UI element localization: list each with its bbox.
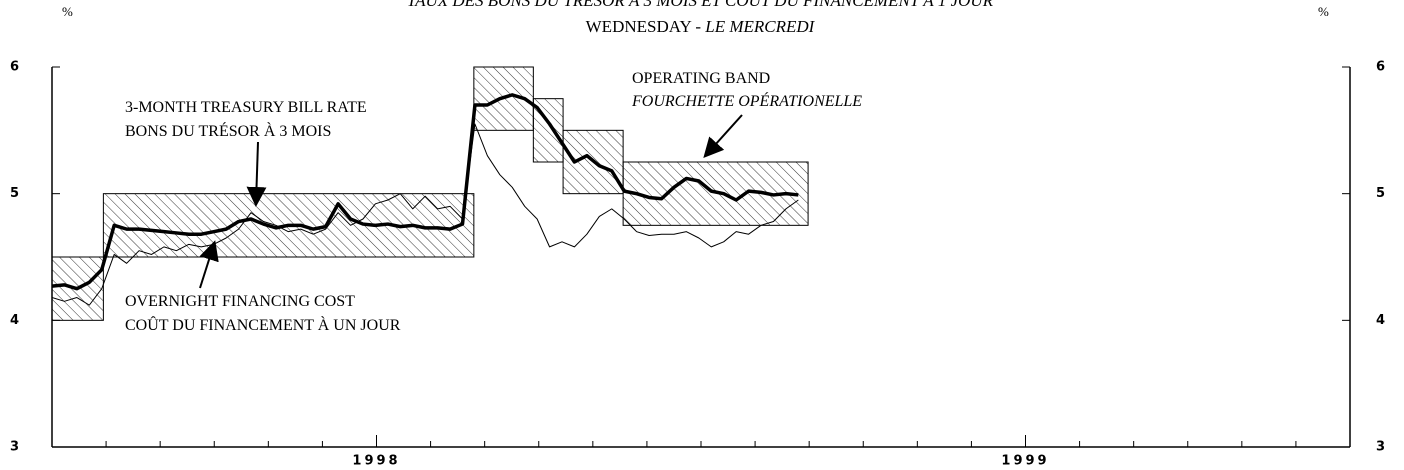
y-tick-label-right: 5 [1376, 186, 1388, 201]
y-tick-label: 5 [10, 186, 22, 201]
y-unit-right: % [1318, 4, 1329, 19]
subtitle-fr: LE MERCREDI [704, 17, 815, 36]
annotation: OPERATING BAND [632, 70, 770, 87]
annotation: BONS DU TRÉSOR À 3 MOIS [125, 121, 331, 140]
y-tick-label-right: 4 [1376, 313, 1388, 328]
annotation: OVERNIGHT FINANCING COST [125, 293, 355, 310]
subtitle-en: WEDNESDAY - [586, 17, 702, 36]
y-tick-label-right: 3 [1376, 440, 1388, 455]
x-tick-label: 1998 [352, 454, 400, 469]
x-tick-label: 1999 [1001, 454, 1049, 469]
plot: 3 3 4 4 5 5 6 6 1998 1999 [10, 60, 1388, 469]
series-line [51, 93, 799, 291]
y-unit-left: % [62, 4, 73, 19]
arrow [246, 141, 267, 207]
y-tick-label: 3 [10, 440, 22, 455]
annotation: FOURCHETTE OPÉRATIONELLE [631, 91, 862, 110]
y-tick-label: 6 [10, 60, 22, 75]
series-line [51, 123, 799, 306]
annotation: 3-MONTH TREASURY BILL RATE [125, 99, 367, 116]
y-tick-label: 4 [10, 313, 22, 328]
chart-subtitle: WEDNESDAY - LE MERCREDI [586, 17, 816, 36]
y-tick-label-right: 6 [1376, 60, 1388, 75]
arrow [703, 114, 743, 158]
annotation: COÛT DU FINANCEMENT À UN JOUR [125, 315, 401, 334]
arrow [199, 240, 219, 289]
chart-title: TAUX DES BONS DU TRÉSOR À 3 MOIS ET COÛT… [407, 0, 994, 10]
